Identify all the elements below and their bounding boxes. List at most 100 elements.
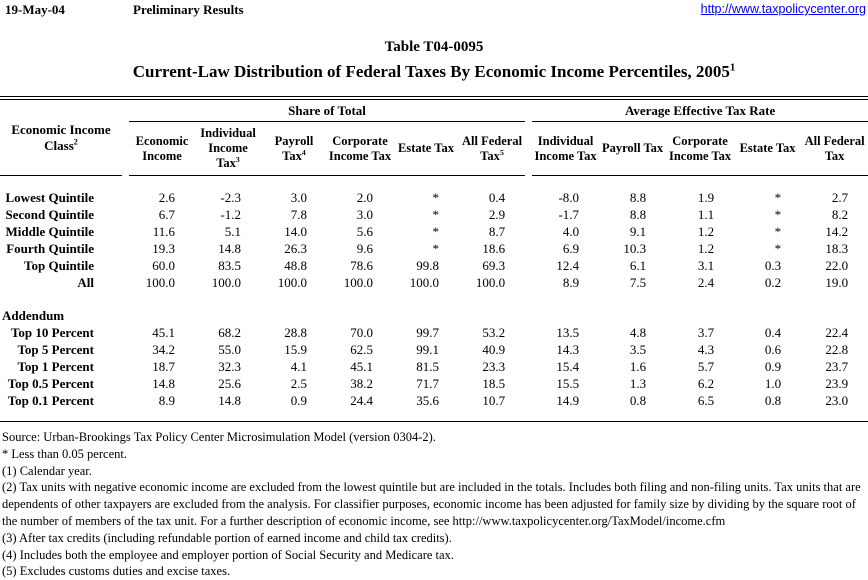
data-cell: 23.0 (825, 392, 849, 408)
data-cell: 100.0 (277, 274, 307, 290)
data-cell: 1.6 (629, 358, 647, 374)
group-header-share-of-total: Share of Total (129, 98, 526, 122)
data-cell: 60.0 (152, 257, 175, 273)
data-cell: 71.7 (416, 375, 439, 391)
data-cell: 14.0 (284, 223, 307, 239)
addendum-label-row: Addendum (0, 307, 868, 324)
data-cell: 3.1 (697, 257, 715, 273)
data-cell: 5.6 (356, 223, 373, 239)
data-cell: 3.7 (697, 324, 715, 340)
data-cell: 0.6 (764, 341, 782, 357)
data-cell: 3.5 (629, 341, 647, 357)
col-header-aetr-corporate-income-tax: Corporate Income Tax (666, 121, 735, 176)
data-cell: 35.6 (416, 392, 439, 408)
data-cell: 8.8 (629, 206, 647, 222)
addendum-rows: Top 10 Percent 45.1 68.2 28.8 70.0 99.7 53.2 13… (0, 324, 868, 409)
column-gap (122, 358, 129, 375)
data-cell: 6.5 (697, 392, 715, 408)
site-link[interactable]: http://www.taxpolicycenter.org (700, 2, 866, 16)
col-header-share-economic-income: Economic Income (129, 121, 195, 176)
data-cell: 15.4 (556, 358, 580, 374)
data-cell: * (774, 189, 782, 205)
data-cell: 3.0 (356, 206, 373, 222)
col-header-aetr-payroll-tax: Payroll Tax (599, 121, 667, 176)
table-row: Top 5 Percent 34.2 55.0 15.9 62.5 99.1 40.9 14.… (0, 341, 868, 358)
col-header-aetr-individual-income-tax: Individual Income Tax (532, 121, 600, 176)
column-gap (122, 240, 129, 257)
quintile-rows: Lowest Quintile 2.6 -2.3 3.0 2.0 * 0.4 -8.0 8.8 1… (0, 176, 868, 292)
column-gap (525, 223, 532, 240)
column-header-row: Economic Income Individual Income Tax3 P… (0, 121, 868, 176)
footnote-4: (4) Includes both the employee and emplo… (2, 547, 454, 562)
data-cell: 4.0 (562, 223, 580, 239)
data-cell: 14.8 (218, 392, 241, 408)
data-cell: 70.0 (350, 324, 373, 340)
column-gap (525, 206, 532, 223)
column-gap (525, 341, 532, 358)
footnote-2: (2) Tax units with negative economic inc… (2, 480, 861, 528)
data-cell: 2.4 (697, 274, 715, 290)
data-cell: 13.5 (556, 324, 580, 340)
data-cell: 18.7 (152, 358, 175, 374)
data-cell: 2.7 (831, 189, 849, 205)
table-row: Fourth Quintile 19.3 14.8 26.3 9.6 * 18.6 6.9 10… (0, 240, 868, 257)
data-cell: 2.0 (356, 189, 373, 205)
data-cell: 11.6 (152, 223, 175, 239)
column-gap (525, 375, 532, 392)
data-cell: 1.0 (764, 375, 782, 391)
col-header-aetr-all-federal-tax: All Federal Tax (801, 121, 868, 176)
data-cell: * (432, 206, 440, 222)
data-cell: 22.4 (825, 324, 849, 340)
column-gap (525, 240, 532, 257)
data-cell: 1.3 (629, 375, 647, 391)
data-cell: 32.3 (218, 358, 241, 374)
row-label: Lowest Quintile (5, 189, 94, 205)
data-cell: 53.2 (482, 324, 506, 340)
data-cell: * (774, 206, 782, 222)
data-cell: 9.1 (629, 223, 647, 239)
data-cell: 22.8 (825, 341, 849, 357)
column-gap (122, 257, 129, 274)
data-cell: 19.0 (825, 274, 849, 290)
data-cell: 8.7 (488, 223, 506, 239)
group-header-row: Economic Income Class2 Share of Total Av… (0, 98, 868, 176)
column-gap (122, 189, 129, 206)
data-cell: 1.2 (697, 240, 715, 256)
data-cell: 2.9 (488, 206, 506, 222)
data-cell: 8.8 (629, 189, 647, 205)
row-label: Top 1 Percent (17, 358, 94, 374)
data-cell: -2.3 (220, 189, 241, 205)
data-cell: 4.3 (697, 341, 715, 357)
col-header-share-payroll-tax: Payroll Tax4 (261, 121, 327, 176)
data-cell: 9.6 (356, 240, 373, 256)
data-cell: * (432, 223, 440, 239)
column-gap (122, 392, 129, 409)
column-gap (122, 274, 129, 291)
page-header: 19-May-04 Preliminary Results http://www… (0, 0, 868, 22)
data-cell: -1.7 (558, 206, 580, 222)
table-row: Top 0.5 Percent 14.8 25.6 2.5 38.2 71.7 18.5 15… (0, 375, 868, 392)
data-cell: 0.8 (629, 392, 647, 408)
data-cell: 14.8 (218, 240, 241, 256)
addendum-label: Addendum (2, 307, 65, 323)
column-gap (525, 274, 532, 291)
column-gap (525, 324, 532, 341)
data-cell: 34.2 (152, 341, 175, 357)
footnote-1: (1) Calendar year. (2, 463, 92, 478)
data-cell: 2.5 (290, 375, 307, 391)
data-cell: 5.1 (224, 223, 241, 239)
data-cell: 68.2 (218, 324, 241, 340)
table-row: Second Quintile 6.7 -1.2 7.8 3.0 * 2.9 -1.7 8.8 1… (0, 206, 868, 223)
data-cell: 2.6 (158, 189, 175, 205)
col-header-share-estate-tax: Estate Tax (393, 121, 459, 176)
data-cell: 78.6 (350, 257, 373, 273)
column-gap (525, 358, 532, 375)
subtitle-superscript: 1 (729, 62, 736, 74)
data-cell: 6.1 (629, 257, 647, 273)
footnote-5: (5) Excludes customs duties and excise t… (2, 564, 231, 579)
table-title: Table T04-0095 (384, 39, 484, 55)
column-gap (525, 98, 532, 176)
row-label: Top 0.1 Percent (7, 392, 94, 408)
table-row: Top Quintile 60.0 83.5 48.8 78.6 99.8 69.3 12.4… (0, 257, 868, 274)
column-gap (122, 98, 129, 176)
